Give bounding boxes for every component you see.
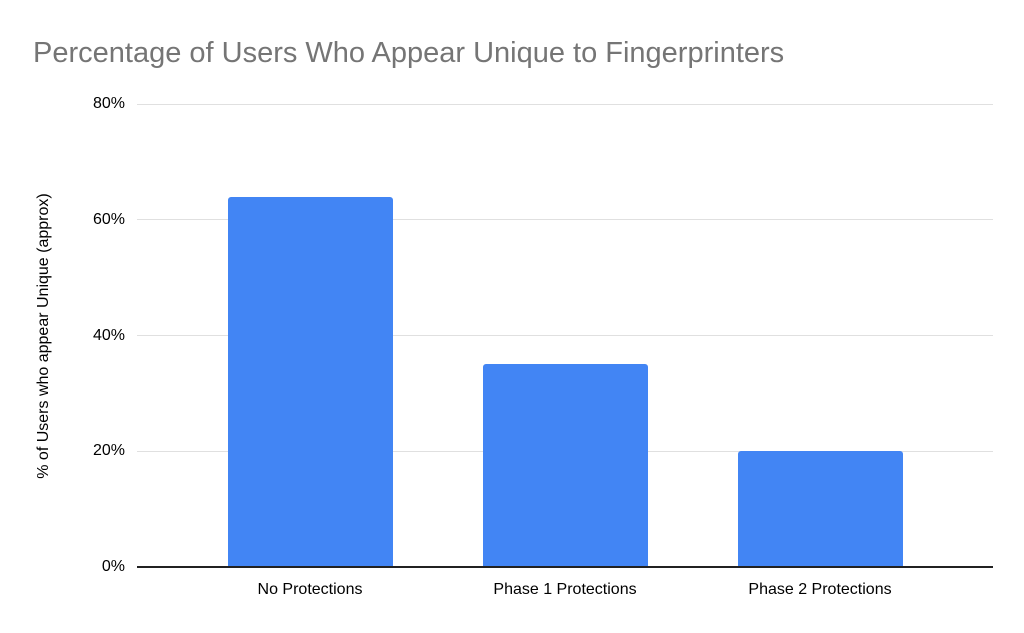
bar-phase-2-protections [737, 451, 903, 566]
chart-title: Percentage of Users Who Appear Unique to… [33, 37, 785, 69]
gridline-80% [137, 103, 993, 105]
y-tick-label-40%: 40% [92, 326, 125, 344]
y-tick-label-80%: 80% [92, 95, 125, 112]
gridline-60% [137, 219, 993, 221]
x-axis-line [137, 566, 993, 568]
y-tick-label-60%: 60% [92, 210, 125, 228]
gridline-40% [137, 335, 993, 336]
bar-no-protections [227, 196, 393, 566]
x-tick-label-phase-1-protections: Phase 1 Protections [493, 581, 637, 598]
y-tick-label-0%: 0% [101, 558, 125, 575]
y-tick-label-20%: 20% [92, 442, 125, 460]
x-tick-label-phase-2-protections: Phase 2 Protections [748, 581, 892, 598]
x-tick-label-no-protections: No Protections [257, 581, 363, 598]
bar-phase-1-protections [482, 364, 648, 566]
